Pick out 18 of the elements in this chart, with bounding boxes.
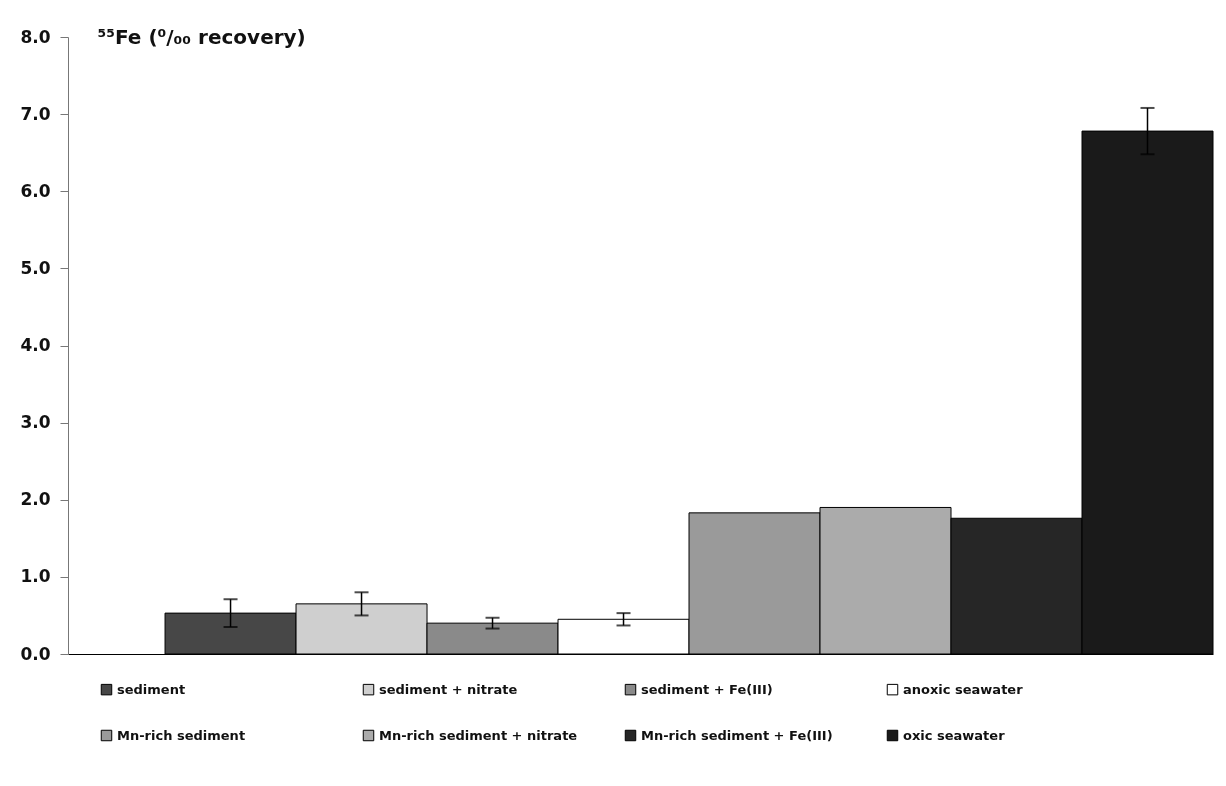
y-tick-label: 2.0 <box>20 489 51 510</box>
legend-label: sediment <box>117 681 186 697</box>
y-tick-label: 6.0 <box>20 180 51 201</box>
legend-label: Mn-rich sediment <box>117 727 246 743</box>
legend-label: oxic seawater <box>903 727 1006 743</box>
y-tick-label: 7.0 <box>20 103 51 124</box>
y-tick-label: 0.0 <box>20 643 51 664</box>
legend-label: Mn-rich sediment + nitrate <box>379 727 578 743</box>
y-tick-label: 5.0 <box>20 257 51 278</box>
legend-label: sediment + nitrate <box>379 681 518 697</box>
y-axis-title: ⁵⁵Fe (⁰/₀₀ recovery) <box>97 24 306 49</box>
legend-label: anoxic seawater <box>903 681 1024 697</box>
legend-label: sediment + Fe(III) <box>641 681 773 697</box>
y-tick-label: 3.0 <box>20 412 51 433</box>
legend-label: Mn-rich sediment + Fe(III) <box>641 727 833 743</box>
y-tick-label: 1.0 <box>20 566 51 587</box>
y-tick-label: 8.0 <box>20 26 51 47</box>
y-tick-label: 4.0 <box>20 335 51 355</box>
